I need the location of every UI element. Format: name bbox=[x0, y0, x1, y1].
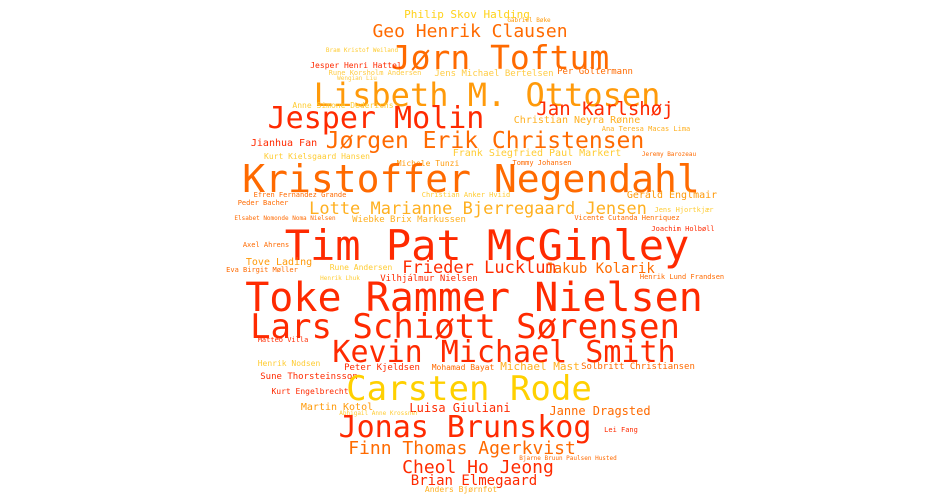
cloud-word: Eva Birgit Møller bbox=[226, 266, 298, 274]
cloud-word: Efren Fernandez Grande bbox=[253, 191, 347, 199]
cloud-word: Jan Karlshøj bbox=[536, 98, 674, 120]
cloud-word: Bjarne Bruun Paulsen Husted bbox=[519, 455, 617, 462]
cloud-word: Kristoffer Negendahl bbox=[242, 157, 700, 201]
cloud-word: Abhigail Anne Krossner bbox=[339, 410, 419, 417]
cloud-word: Tim Pat McGinley bbox=[284, 221, 690, 270]
cloud-word: Joachim Holbøll bbox=[651, 225, 715, 233]
cloud-word: Cheol Ho Jeong bbox=[402, 457, 554, 478]
cloud-word: Lotte Marianne Bjerregaard Jensen bbox=[309, 199, 647, 219]
cloud-word: Matteo Villa bbox=[257, 336, 309, 344]
cloud-word: Wengian Liu bbox=[337, 75, 377, 82]
cloud-word: Peter Kjeldsen bbox=[344, 363, 420, 373]
cloud-word: Carsten Rode bbox=[346, 369, 592, 409]
cloud-word: Jakub Kolarik bbox=[545, 261, 655, 277]
cloud-word: Anne Simone Dederichs bbox=[292, 101, 394, 110]
cloud-word: Lars Schiøtt Sørensen bbox=[250, 307, 680, 347]
cloud-word: Jesper Molin bbox=[267, 101, 485, 136]
cloud-word: Mohamad Bayat bbox=[431, 363, 495, 372]
cloud-word: Jesper Henri Hattel bbox=[310, 61, 402, 70]
cloud-word: Frieder Lucklum bbox=[402, 258, 556, 278]
cloud-word: Michael Mast bbox=[500, 360, 580, 373]
cloud-word: Jørn Toftum bbox=[390, 38, 610, 77]
cloud-word: Kurt Kielsgaard Hansen bbox=[264, 152, 370, 161]
cloud-word: Jens Hjortkjær bbox=[654, 206, 714, 214]
cloud-word: Sune Thorsteinsson bbox=[260, 372, 358, 382]
cloud-word: Kevin Michael Smith bbox=[332, 335, 676, 370]
cloud-word: Bram Kristof Weiland bbox=[325, 47, 399, 54]
cloud-word: Wiebke Brix Markussen bbox=[352, 215, 466, 225]
cloud-word: Jeremy Barozeau bbox=[641, 151, 697, 158]
cloud-word: Tove Lading bbox=[245, 257, 313, 268]
cloud-word: Janne Dragsted bbox=[549, 404, 651, 418]
cloud-word: Elsabet Nomonde Noma Nielsen bbox=[234, 215, 336, 222]
cloud-word: Michele Tunzi bbox=[396, 159, 460, 168]
cloud-word: Rune Andersen bbox=[329, 263, 393, 272]
cloud-word: Martin Kotol bbox=[300, 402, 374, 413]
cloud-word: Gerald Englmair bbox=[626, 190, 718, 201]
cloud-word: Jonas Brunskog bbox=[338, 410, 592, 445]
cloud-word: Jianhua Fan bbox=[250, 138, 318, 149]
cloud-word: Jens Michael Bertelsen bbox=[434, 69, 554, 79]
cloud-word: Kurt Engelbrecht bbox=[271, 387, 349, 396]
cloud-word: Ana Teresa Macas Lima bbox=[601, 125, 691, 133]
cloud-word: Henrik Nodsen bbox=[257, 359, 321, 368]
cloud-word: Anders Bjørnfot bbox=[424, 485, 498, 494]
cloud-word: Axel Ahrens bbox=[242, 241, 290, 249]
cloud-word: Frank Siegfried Paul Markert bbox=[452, 148, 622, 159]
cloud-word: Christian Anker Hviid bbox=[421, 191, 511, 199]
cloud-word: Gabriel Bøke bbox=[507, 17, 551, 24]
cloud-word: Finn Thomas Agerkvist bbox=[348, 438, 576, 459]
cloud-word: Luisa Giuliani bbox=[409, 401, 511, 415]
cloud-word: Geo Henrik Clausen bbox=[372, 21, 568, 42]
cloud-word: Vilhjálmur Nielsen bbox=[380, 274, 478, 284]
cloud-word: Lei Fang bbox=[604, 426, 638, 434]
cloud-word: Tommy Johansen bbox=[512, 159, 572, 167]
cloud-word: Vicente Cutanda Henriquez bbox=[574, 214, 680, 222]
cloud-word: Rune Korsholm Andersen bbox=[328, 69, 422, 77]
cloud-word: Per Goltermann bbox=[557, 67, 633, 77]
cloud-word: Henrik Lund Frandsen bbox=[639, 273, 725, 281]
cloud-word: Lisbeth M. Ottosen bbox=[313, 76, 661, 114]
cloud-word: Peder Bacher bbox=[237, 199, 289, 207]
cloud-word: Christian Neyra Rønne bbox=[513, 115, 641, 126]
cloud-word: Brian Elmegaard bbox=[410, 473, 538, 489]
cloud-word: Jørgen Erik Christensen bbox=[325, 128, 645, 154]
cloud-word: Henrik Lhuk bbox=[320, 275, 360, 282]
cloud-word: Solbritt Christiansen bbox=[581, 362, 695, 372]
cloud-word: Toke Rammer Nielsen bbox=[245, 275, 703, 321]
cloud-word: Philip Skov Halding bbox=[404, 8, 530, 21]
